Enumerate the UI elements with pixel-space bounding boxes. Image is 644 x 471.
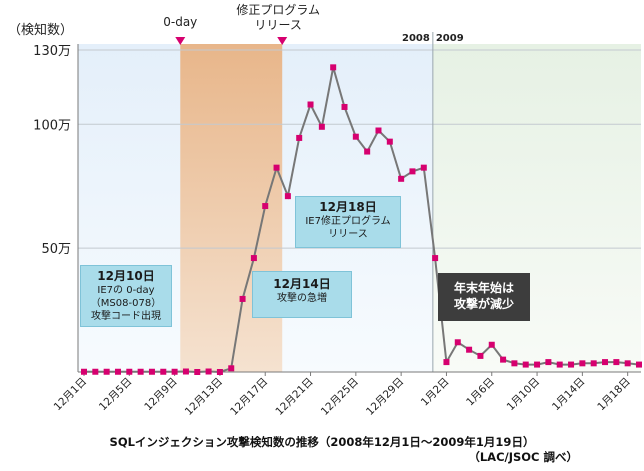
data-point xyxy=(364,148,371,155)
data-point xyxy=(114,368,121,375)
data-point xyxy=(568,361,575,368)
data-point xyxy=(534,361,541,368)
x-tick-label-9: 1月6日 xyxy=(464,376,497,409)
x-tick-label-1: 12月5日 xyxy=(97,376,135,414)
data-point xyxy=(182,368,189,375)
annotation-new-year: 年末年始は 攻撃が減少 xyxy=(438,273,530,321)
data-point xyxy=(590,360,597,367)
y-tick-label-0: 50万 xyxy=(41,242,71,257)
data-point xyxy=(500,356,507,363)
data-point xyxy=(171,368,178,375)
year-label-2009: 2009 xyxy=(436,33,464,44)
data-point xyxy=(636,361,642,368)
data-point xyxy=(386,138,393,145)
x-tick-label-12: 1月18日 xyxy=(595,376,633,414)
annotation-dec10-line2: （MS08-078） xyxy=(90,298,162,309)
data-point xyxy=(262,203,269,210)
annotation-dec10: 12月10日 IE7の 0-day （MS08-078） 攻撃コード出現 xyxy=(80,265,172,327)
phase-marker-label-patch-1: リリース xyxy=(255,18,302,32)
data-point xyxy=(273,164,280,171)
phase-marker-label-patch-0: 修正プログラム xyxy=(236,2,320,17)
data-point xyxy=(522,361,529,368)
data-point xyxy=(511,360,518,367)
data-point xyxy=(579,360,586,367)
data-point xyxy=(602,359,609,366)
data-point xyxy=(228,365,235,372)
data-point xyxy=(477,352,484,359)
data-point xyxy=(556,361,563,368)
data-point xyxy=(409,168,416,175)
data-point xyxy=(126,368,133,375)
annotation-dec18-line1: IE7修正プログラム xyxy=(305,216,391,227)
annotation-dec14-line1: 攻撃の急増 xyxy=(277,293,327,304)
data-point xyxy=(545,359,552,366)
year-label-2008: 2008 xyxy=(402,33,430,44)
data-point xyxy=(454,339,461,346)
data-point xyxy=(352,133,359,140)
data-point xyxy=(341,103,348,110)
data-point xyxy=(432,255,439,262)
data-point xyxy=(205,368,212,375)
phase-marker-label-0day: 0-day xyxy=(163,15,197,29)
chart-caption: SQLインジェクション攻撃検知数の推移（2008年12月1日～2009年1月19… xyxy=(109,435,535,449)
data-point xyxy=(137,368,144,375)
x-tick-label-7: 12月29日 xyxy=(364,376,406,418)
data-point xyxy=(194,369,201,375)
data-point xyxy=(250,255,257,262)
data-point xyxy=(296,134,303,141)
annotation-dec18-line2: リリース xyxy=(328,229,368,240)
annotation-new-year-line1: 攻撃が減少 xyxy=(453,297,514,311)
data-point xyxy=(624,360,631,367)
data-point xyxy=(307,101,314,108)
x-tick-label-8: 1月2日 xyxy=(419,376,452,409)
x-tick-label-5: 12月21日 xyxy=(273,376,315,418)
x-tick-label-10: 1月10日 xyxy=(505,376,543,414)
data-point xyxy=(420,164,427,171)
annotation-dec10-line3: 攻撃コード出現 xyxy=(91,311,161,322)
chart-source: （LAC/JSOC 調べ） xyxy=(468,450,578,464)
data-point xyxy=(443,359,450,366)
data-point xyxy=(216,369,223,375)
phase-marker-triangle-0 xyxy=(175,37,186,45)
x-tick-label-6: 12月25日 xyxy=(319,376,361,418)
data-point xyxy=(398,175,405,182)
annotation-dec18-title: 12月18日 xyxy=(319,200,377,214)
x-tick-label-2: 12月9日 xyxy=(142,376,180,414)
annotation-dec10-line1: IE7の 0-day xyxy=(97,285,155,296)
data-point xyxy=(488,341,495,348)
data-point xyxy=(284,193,291,200)
annotation-dec14: 12月14日 攻撃の急増 xyxy=(252,271,352,318)
data-point xyxy=(613,359,620,366)
data-point xyxy=(330,64,337,71)
data-point xyxy=(81,368,87,375)
data-point xyxy=(466,346,473,353)
data-point xyxy=(160,368,167,375)
annotation-dec18: 12月18日 IE7修正プログラム リリース xyxy=(295,196,401,248)
x-tick-label-4: 12月17日 xyxy=(228,376,270,418)
data-point xyxy=(103,368,110,375)
data-point xyxy=(92,368,99,375)
phase-marker-triangle-1 xyxy=(277,37,288,45)
annotation-dec14-title: 12月14日 xyxy=(273,277,331,291)
data-point xyxy=(318,123,325,130)
annotation-new-year-title: 年末年始は xyxy=(453,281,514,295)
data-point xyxy=(239,295,246,302)
data-point xyxy=(148,368,155,375)
x-tick-label-3: 12月13日 xyxy=(183,376,225,418)
y-unit-label: （検知数） xyxy=(8,22,73,38)
y-tick-label-1: 100万 xyxy=(33,118,71,133)
region-2009 xyxy=(432,44,641,372)
data-point xyxy=(375,127,382,134)
annotation-dec10-title: 12月10日 xyxy=(97,269,155,283)
x-tick-label-0: 12月1日 xyxy=(52,376,90,414)
x-tick-label-11: 1月14日 xyxy=(550,376,588,414)
y-tick-label-2: 130万 xyxy=(33,44,71,59)
